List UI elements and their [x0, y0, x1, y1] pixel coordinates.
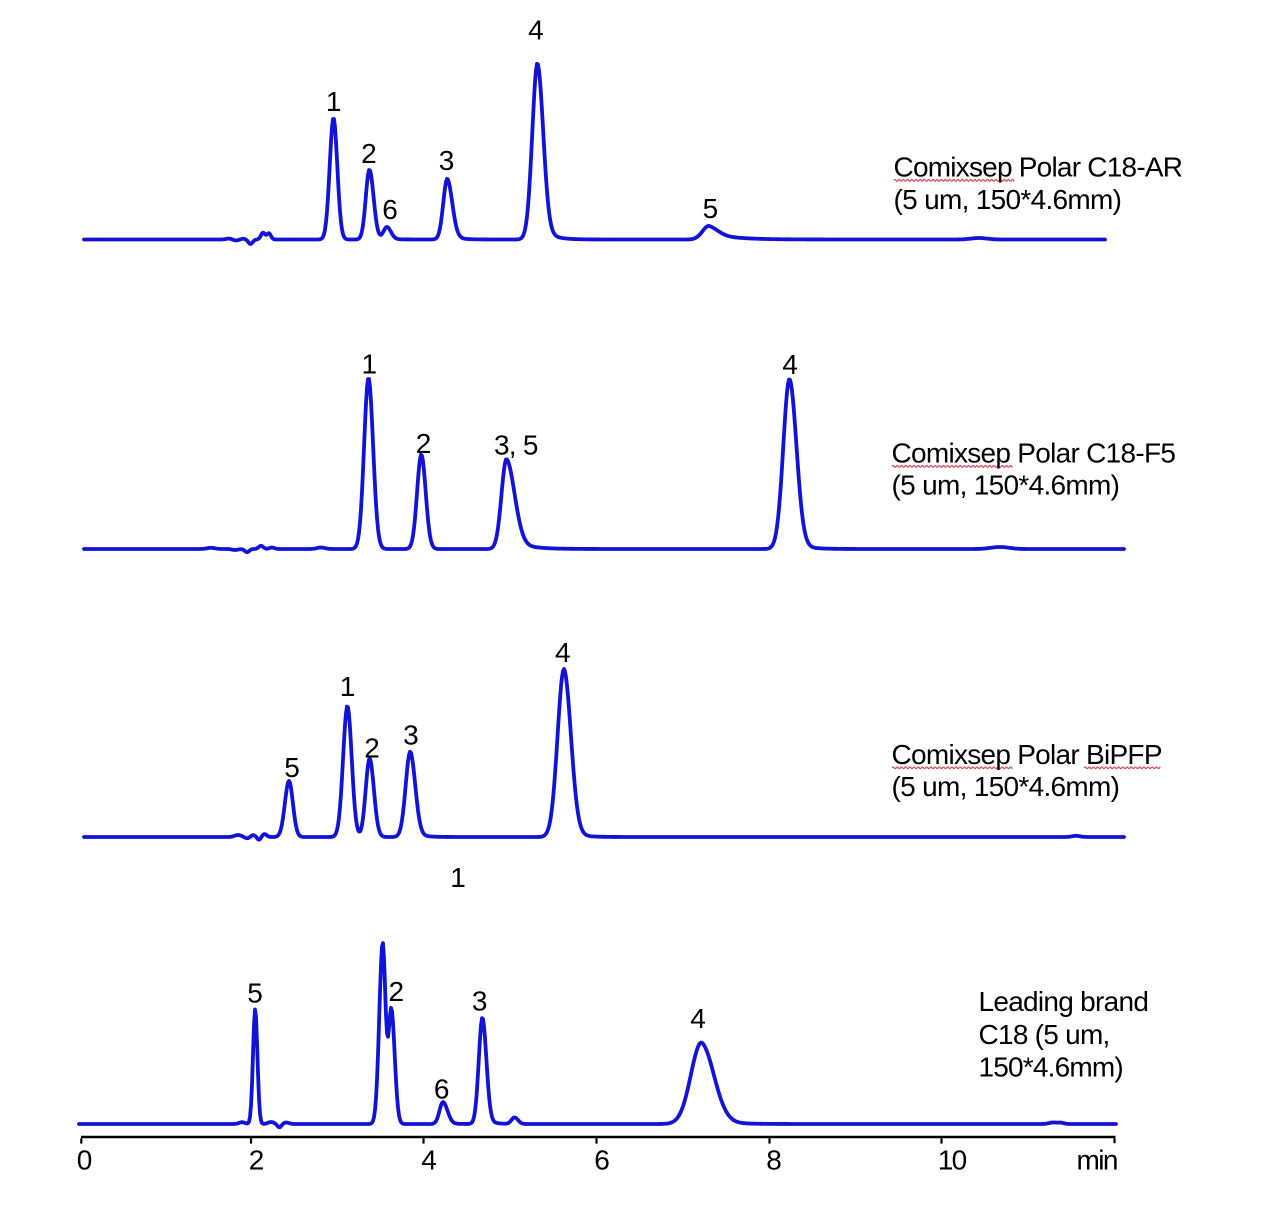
svg-text:1: 1	[326, 86, 342, 117]
svg-text:5: 5	[284, 752, 300, 783]
svg-text:Leading brand: Leading brand	[979, 986, 1149, 1017]
svg-text:4: 4	[528, 15, 544, 46]
svg-text:2: 2	[389, 976, 405, 1007]
svg-text:2: 2	[416, 428, 432, 459]
svg-text:3: 3	[439, 145, 455, 176]
svg-text:5: 5	[703, 193, 719, 224]
svg-text:5: 5	[247, 978, 263, 1009]
svg-text:1: 1	[362, 348, 378, 379]
svg-text:4: 4	[690, 1003, 706, 1034]
svg-text:150*4.6mm): 150*4.6mm)	[979, 1052, 1124, 1083]
svg-text:2: 2	[364, 732, 380, 763]
svg-text:min: min	[1077, 1144, 1119, 1175]
svg-text:6: 6	[382, 194, 398, 225]
svg-text:(5 um, 150*4.6mm): (5 um, 150*4.6mm)	[894, 184, 1123, 215]
svg-text:(5 um, 150*4.6mm): (5 um, 150*4.6mm)	[892, 470, 1121, 501]
svg-text:10: 10	[938, 1144, 968, 1175]
svg-text:6: 6	[594, 1144, 610, 1175]
svg-text:8: 8	[766, 1144, 782, 1175]
svg-text:Comixsep Polar BiPFP: Comixsep Polar BiPFP	[892, 739, 1163, 770]
svg-text:Comixsep Polar C18-F5: Comixsep Polar C18-F5	[892, 438, 1176, 469]
svg-text:6: 6	[434, 1074, 450, 1105]
svg-text:4: 4	[782, 349, 798, 380]
svg-text:0: 0	[77, 1144, 93, 1175]
svg-text:4: 4	[555, 637, 571, 668]
svg-text:(5 um, 150*4.6mm): (5 um, 150*4.6mm)	[892, 771, 1121, 802]
svg-text:1: 1	[340, 671, 356, 702]
svg-text:3: 3	[403, 720, 419, 751]
svg-text:C18 (5 um,: C18 (5 um,	[979, 1019, 1111, 1050]
svg-text:4: 4	[421, 1144, 437, 1175]
svg-text:Comixsep Polar C18-AR: Comixsep Polar C18-AR	[894, 152, 1184, 183]
svg-text:3: 3	[472, 986, 488, 1017]
svg-text:2: 2	[249, 1144, 265, 1175]
svg-text:2: 2	[361, 138, 377, 169]
svg-text:1: 1	[450, 862, 466, 893]
svg-text:3, 5: 3, 5	[494, 430, 539, 461]
